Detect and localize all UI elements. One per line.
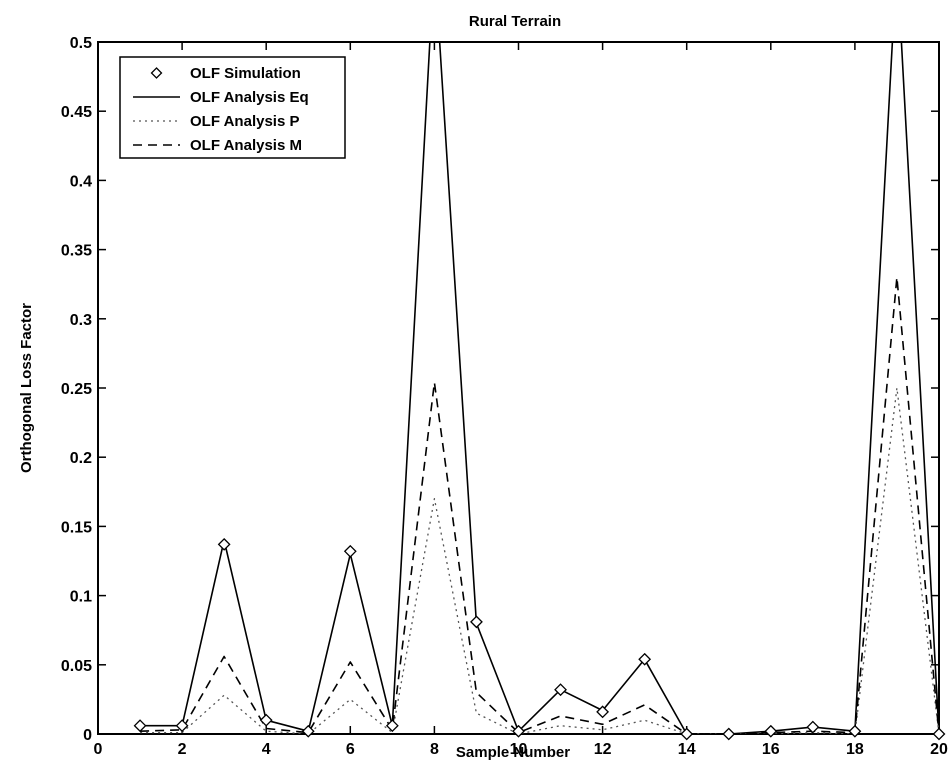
y-tick-label: 0.4 [70,173,92,190]
y-axis: 0 0.05 0.1 0.15 0.2 0.25 0.3 0.35 0.4 0.45 0.5 [61,35,939,744]
x-tick-label: 20 [930,741,948,758]
legend: OLF Simulation OLF Analysis Eq OLF Analysi… [119,56,346,159]
y-tick-label: 0.3 [70,312,92,329]
data-point-marker [259,713,273,727]
y-tick-label: 0.25 [61,381,92,398]
data-point-marker [764,724,778,738]
legend-entry-label: OLF Simulation [190,65,301,82]
data-point-marker [343,544,357,558]
y-tick-label: 0.35 [61,243,92,260]
x-tick-label: 4 [262,741,271,758]
y-tick-label: 0.2 [70,450,92,467]
x-tick-label: 2 [178,741,187,758]
chart-title: Rural Terrain [469,13,561,30]
x-axis-label: Sample Number [456,744,570,761]
x-tick-label: 8 [430,741,439,758]
x-tick-label: 16 [762,741,780,758]
series-layer [140,42,939,734]
data-point-marker [133,719,147,733]
x-tick-label: 0 [94,741,103,758]
y-tick-label: 0.05 [61,658,92,675]
data-point-marker [680,727,694,741]
y-tick-label: 0.1 [70,589,92,606]
legend-marker-diamond [150,67,163,79]
marker-layer [133,537,946,741]
data-point-marker [512,724,525,738]
data-point-marker [638,652,652,666]
data-point-marker [848,724,862,738]
y-tick-label: 0.45 [61,104,92,121]
series-line-3 [140,387,939,734]
data-point-marker [175,719,189,733]
data-point-marker [932,727,946,741]
data-point-marker [217,537,231,551]
x-tick-label: 14 [678,741,696,758]
data-point-marker [554,683,567,697]
y-tick-label: 0 [83,727,92,744]
data-point-marker [385,719,399,733]
data-point-marker [806,720,820,734]
data-point-marker [722,727,736,741]
series-line-2 [140,42,939,734]
x-tick-label: 6 [346,741,355,758]
legend-entry-label: OLF Analysis Eq [190,89,309,106]
y-axis-label: Orthogonal Loss Factor [18,303,35,473]
legend-entry-label: OLF Analysis P [190,113,299,130]
data-point-marker [596,705,610,719]
x-tick-label: 18 [846,741,864,758]
x-tick-label: 12 [594,741,612,758]
x-tick-label: 10 [510,741,528,758]
data-point-marker [301,724,315,738]
y-tick-label: 0.15 [61,519,92,536]
y-tick-label: 0.5 [70,35,92,52]
legend-entry-label: OLF Analysis M [190,137,302,154]
data-point-marker [470,615,483,629]
series-line-4 [140,276,939,734]
x-axis: 0 2 4 6 8 10 12 14 16 18 20 [94,42,948,758]
